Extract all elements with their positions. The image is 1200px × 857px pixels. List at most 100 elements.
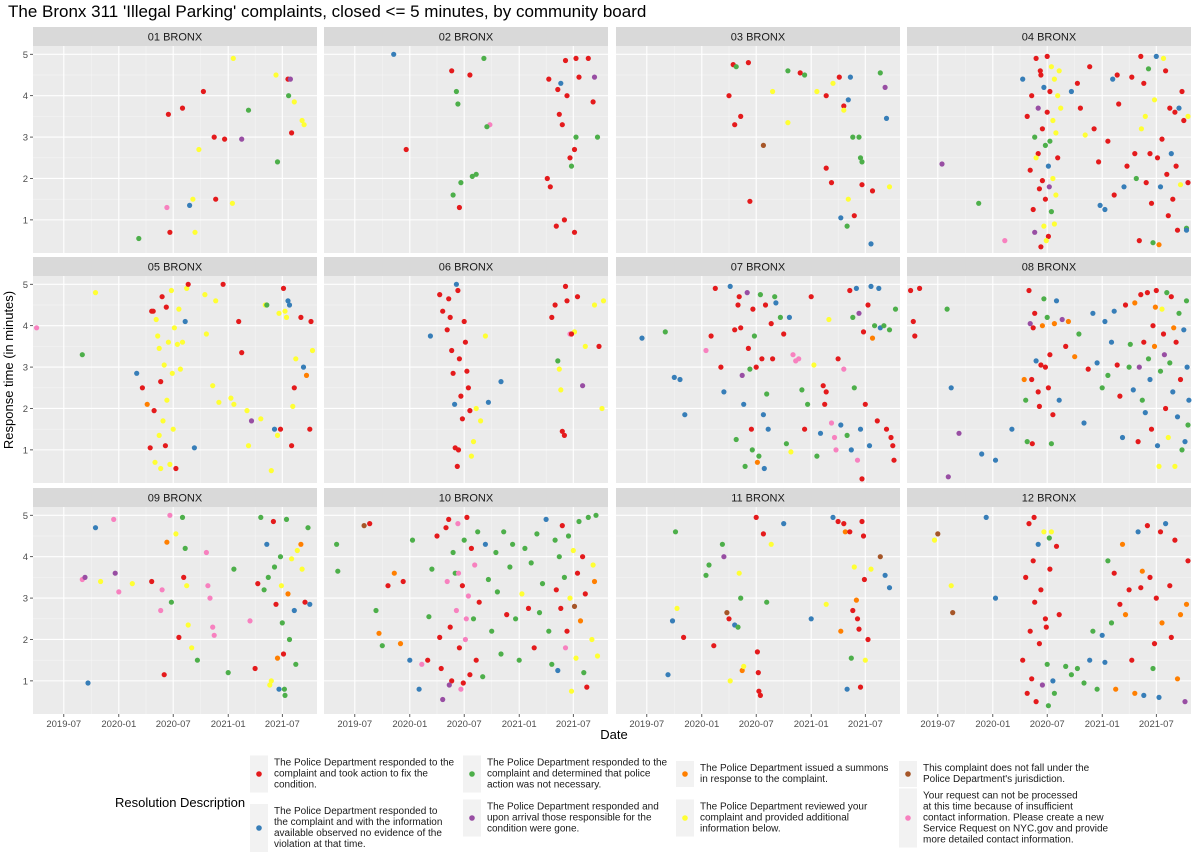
data-point [185, 281, 191, 287]
data-point [992, 457, 999, 463]
data-point [1042, 616, 1048, 622]
legend-label-line: The Police Department reviewed your [700, 802, 868, 813]
data-point [274, 655, 281, 661]
data-point [850, 607, 856, 614]
data-point [719, 541, 726, 547]
data-point [574, 570, 581, 576]
data-point [1145, 66, 1152, 72]
facet-strip [907, 488, 1191, 507]
data-point [1068, 672, 1074, 678]
data-point [174, 341, 180, 347]
data-point [712, 285, 718, 291]
x-tick-label: 2021-01 [794, 719, 829, 730]
data-point [210, 383, 216, 389]
data-point [1139, 568, 1145, 574]
data-point [764, 599, 770, 605]
data-point [1185, 113, 1191, 119]
x-tick-label: 2020-01 [975, 719, 1010, 730]
data-point [790, 352, 796, 358]
data-point [838, 215, 844, 221]
data-point [498, 651, 504, 657]
data-point [1168, 294, 1174, 300]
y-tick-label: 3 [23, 133, 28, 144]
data-point [883, 115, 890, 121]
data-point [1044, 109, 1050, 115]
data-point [738, 113, 744, 119]
data-point [1151, 343, 1158, 349]
chart-title: The Bronx 311 'Illegal Parking' complain… [8, 2, 646, 21]
data-point [754, 649, 761, 655]
data-point [1023, 574, 1029, 581]
data-point [665, 672, 671, 678]
y-tick-label: 5 [23, 511, 28, 522]
data-point [738, 325, 744, 331]
data-point [475, 529, 481, 535]
data-point [213, 196, 219, 202]
data-point [1171, 325, 1177, 331]
data-point [1047, 88, 1053, 95]
data-point [1113, 686, 1119, 692]
data-point [721, 554, 727, 560]
data-point [732, 327, 738, 333]
data-point [159, 294, 165, 300]
data-point [165, 339, 171, 345]
data-point [228, 395, 234, 401]
legend-label-line: This complaint does not fall under the [923, 763, 1090, 774]
data-point [565, 533, 572, 539]
data-point [450, 192, 456, 198]
data-point [838, 422, 844, 428]
data-point [1042, 196, 1048, 202]
data-point [258, 416, 264, 422]
data-point [1033, 699, 1039, 705]
data-point [1150, 323, 1156, 329]
data-point [1157, 184, 1164, 190]
data-point [836, 74, 842, 80]
data-point [1138, 292, 1144, 298]
data-point [762, 302, 769, 308]
data-point [1094, 686, 1100, 692]
data-point [179, 105, 186, 111]
data-point [361, 523, 367, 529]
data-point [1094, 360, 1100, 366]
facet-panel: 06 BRONX [324, 257, 608, 483]
data-point [1185, 422, 1191, 428]
legend-label-line: in response to the complaint. [700, 774, 828, 785]
data-point [573, 55, 579, 62]
data-point [476, 599, 482, 605]
data-point [1097, 202, 1103, 208]
data-point [1043, 238, 1049, 244]
data-point [202, 292, 208, 298]
data-point [682, 412, 688, 418]
data-point [862, 401, 868, 407]
data-point [1020, 657, 1026, 663]
data-point [1029, 376, 1035, 383]
data-point [1176, 310, 1182, 316]
data-point [753, 364, 759, 370]
data-point [745, 345, 752, 351]
data-point [168, 287, 174, 294]
data-point [426, 614, 432, 620]
data-point [167, 461, 173, 467]
data-point [564, 628, 570, 634]
data-point [727, 283, 733, 289]
data-point [828, 180, 835, 186]
data-point [1110, 76, 1116, 82]
data-point [305, 525, 311, 531]
data-point [484, 124, 490, 130]
data-point [286, 93, 292, 99]
data-point [155, 333, 161, 339]
data-point [1168, 634, 1174, 641]
data-point [591, 74, 598, 80]
data-point [561, 217, 568, 223]
data-point [1074, 80, 1080, 86]
data-point [582, 343, 588, 349]
data-point [1151, 641, 1158, 647]
data-point [1138, 126, 1144, 132]
data-point [708, 333, 714, 339]
legend-label-line: The Police Department responded to the [487, 758, 668, 769]
data-point [788, 449, 794, 455]
legend-label-line: contact information. Please create a new [923, 813, 1104, 824]
data-point [1135, 439, 1141, 445]
data-point [163, 304, 169, 310]
data-point [703, 572, 709, 578]
